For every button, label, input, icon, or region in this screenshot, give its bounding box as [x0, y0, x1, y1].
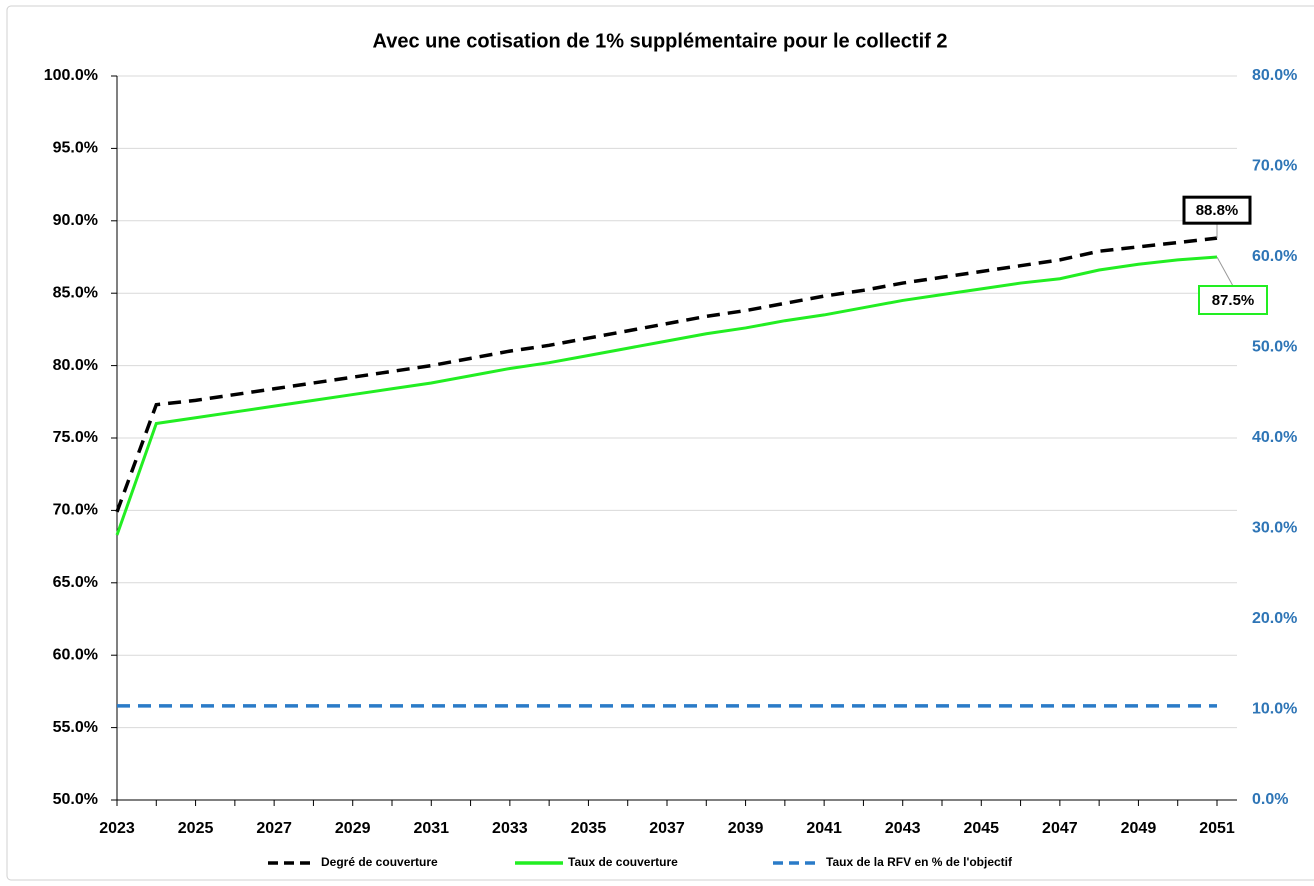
label-leader [1216, 256, 1234, 287]
y2-tick-label: 70.0% [1252, 158, 1297, 175]
y-tick-label: 80.0% [53, 357, 98, 374]
label-box [1198, 285, 1268, 315]
x-tick-label: 2033 [492, 820, 528, 837]
x-tick-label: 2051 [1199, 820, 1235, 837]
chart-title: Avec une cotisation de 1% supplémentaire… [373, 30, 948, 52]
y2-tick-label: 10.0% [1252, 701, 1297, 718]
x-tick-label: 2045 [963, 820, 999, 837]
y-tick-label: 85.0% [53, 284, 98, 301]
x-tick-label: 2035 [571, 820, 607, 837]
y2-tick-label: 60.0% [1252, 248, 1297, 265]
y-tick-label: 60.0% [53, 646, 98, 663]
y2-tick-label: 80.0% [1252, 67, 1297, 84]
x-tick-label: 2025 [178, 820, 214, 837]
y2-tick-label: 30.0% [1252, 520, 1297, 537]
x-tick-label: 2047 [1042, 820, 1078, 837]
x-tick-label: 2041 [806, 820, 842, 837]
x-tick-label: 2031 [413, 820, 449, 837]
y-tick-label: 65.0% [53, 574, 98, 591]
x-tick-label: 2027 [256, 820, 292, 837]
y-tick-label: 55.0% [53, 719, 98, 736]
label-box [1182, 195, 1252, 225]
data-label: 88.8% [1196, 202, 1239, 219]
chart-frame [6, 5, 1314, 881]
y2-tick-label: 40.0% [1252, 429, 1297, 446]
data-label: 87.5% [1212, 292, 1255, 309]
y2-tick-label: 20.0% [1252, 610, 1297, 627]
series-line [115, 255, 1218, 536]
x-tick-label: 2049 [1121, 820, 1157, 837]
legend-label: Taux de la RFV en % de l'objectif [826, 855, 1013, 869]
y-tick-label: 50.0% [53, 791, 98, 808]
x-tick-label: 2037 [649, 820, 685, 837]
x-tick-label: 2043 [885, 820, 921, 837]
legend-label: Degré de couverture [321, 855, 438, 869]
y-tick-label: 90.0% [53, 212, 98, 229]
x-tick-label: 2039 [728, 820, 764, 837]
y2-tick-label: 0.0% [1252, 791, 1288, 808]
legend-label: Taux de couverture [568, 855, 678, 869]
y-tick-label: 100.0% [44, 67, 98, 84]
x-tick-label: 2023 [99, 820, 135, 837]
series-line [115, 236, 1218, 513]
y2-tick-label: 50.0% [1252, 339, 1297, 356]
x-tick-label: 2029 [335, 820, 371, 837]
y-tick-label: 70.0% [53, 502, 98, 519]
y-tick-label: 95.0% [53, 140, 98, 157]
y-tick-label: 75.0% [53, 429, 98, 446]
